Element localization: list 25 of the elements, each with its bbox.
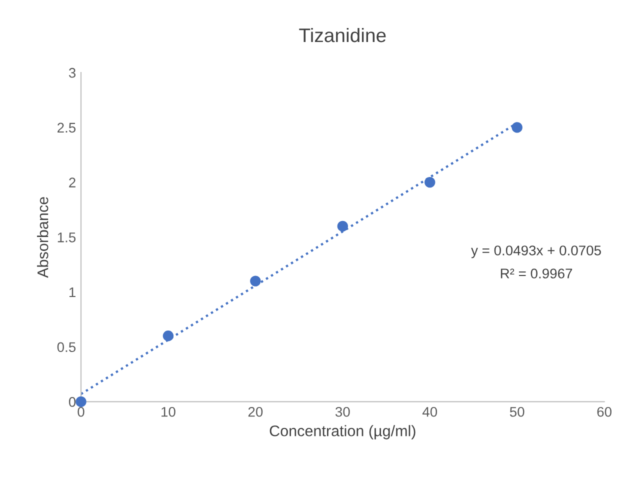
x-tick-label: 0 xyxy=(78,406,84,417)
x-axis-title: Concentration (µg/ml) xyxy=(270,425,416,440)
y-tick-label: 0 xyxy=(68,397,76,407)
y-tick-label: 0.5 xyxy=(57,342,76,352)
x-tick-label: 40 xyxy=(422,406,438,417)
y-tick-label: 1.5 xyxy=(58,232,76,242)
x-tick-label: 10 xyxy=(162,406,176,417)
y-tick-label: 1 xyxy=(69,287,76,298)
point xyxy=(250,276,261,286)
point xyxy=(162,330,174,342)
x-tick-label: 60 xyxy=(597,406,612,417)
y-tick-label: 3 xyxy=(68,68,76,78)
chart-title: Tizanidine xyxy=(299,28,386,42)
x-tick-label: 20 xyxy=(248,406,263,417)
x-tick-label: 50 xyxy=(510,406,524,417)
y-tick-label: 2 xyxy=(69,178,76,188)
point xyxy=(512,122,522,133)
point xyxy=(76,396,86,408)
y-axis-title: Absorbance xyxy=(37,197,48,278)
y-tick-label: 2.5 xyxy=(58,122,76,133)
x-tick-label: 30 xyxy=(335,406,350,417)
annotation: y = 0.0493x + 0.0705 xyxy=(471,246,601,258)
point xyxy=(424,176,436,188)
point xyxy=(337,220,348,232)
annotation: R² = 0.9967 xyxy=(500,268,572,278)
